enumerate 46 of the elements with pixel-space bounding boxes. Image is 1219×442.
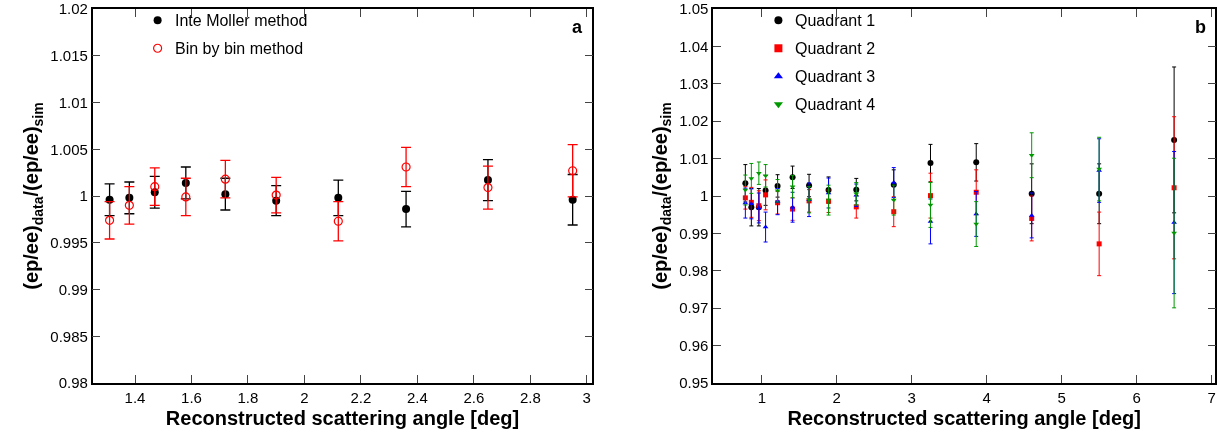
y-tick-label: 1.01 <box>679 149 709 167</box>
legend-label: Quadrant 3 <box>795 68 876 85</box>
x-tick-label: 1 <box>757 388 767 406</box>
x-tick-label: 2.8 <box>519 388 541 406</box>
legend-label: Quadrant 4 <box>795 96 876 113</box>
y-tick-label: 0.95 <box>679 374 709 392</box>
x-tick-label: 2 <box>300 388 309 406</box>
x-tick-label: 1.6 <box>181 388 202 406</box>
legend-label: Quadrant 2 <box>795 40 876 57</box>
y-tick-label: 0.99 <box>58 280 88 298</box>
y-tick-label: 0.99 <box>679 224 709 242</box>
y-tick-label: 1.03 <box>679 75 709 93</box>
y-tick-label: 0.985 <box>50 327 88 345</box>
y-tick-label: 1.01 <box>58 93 88 111</box>
legend-label: Quadrant 1 <box>795 12 876 29</box>
legend-label: Inte Moller method <box>175 12 308 29</box>
x-axis-title: Reconstructed scattering angle [deg] <box>787 406 1141 429</box>
x-tick-label: 7 <box>1207 388 1216 406</box>
y-tick-label: 1.02 <box>58 0 88 18</box>
annotation: a <box>572 17 583 37</box>
y-tick-label: 1.005 <box>50 140 88 158</box>
x-tick-label: 2.2 <box>350 388 372 406</box>
x-tick-label: 2.6 <box>463 388 485 406</box>
y-tick-label: 0.97 <box>679 299 709 317</box>
y-tick-label: 0.995 <box>50 234 88 251</box>
y-tick-label: 1.05 <box>679 0 709 18</box>
x-tick-label: 2 <box>832 388 841 406</box>
y-tick-label: 1.015 <box>50 47 88 64</box>
x-tick-label: 4 <box>982 388 991 406</box>
y-tick-label: 1 <box>79 187 88 205</box>
x-tick-label: 1.8 <box>237 388 259 406</box>
x-tick-label: 3 <box>907 388 916 406</box>
y-tick-label: 1.02 <box>679 112 709 130</box>
x-axis-title: Reconstructed scattering angle [deg] <box>165 406 520 429</box>
y-tick-label: 0.96 <box>679 336 709 354</box>
y-tick-label: 1.04 <box>679 37 709 55</box>
x-tick-label: 6 <box>1132 388 1141 406</box>
x-tick-label: 1.4 <box>124 388 146 406</box>
x-tick-label: 5 <box>1057 388 1066 406</box>
annotation: b <box>1195 17 1206 37</box>
x-tick-label: 2.4 <box>406 388 428 406</box>
x-tick-label: 3 <box>582 388 591 406</box>
y-tick-label: 0.98 <box>58 374 88 392</box>
y-tick-label: 0.98 <box>679 262 709 280</box>
legend-label: Bin by bin method <box>175 40 304 57</box>
y-tick-label: 1 <box>700 187 709 205</box>
